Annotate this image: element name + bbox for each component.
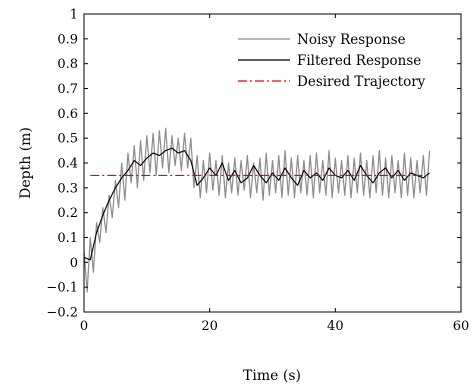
y-tick-label: −0.1 <box>46 281 78 296</box>
y-tick-label: 0.6 <box>57 107 78 122</box>
x-tick-label: 60 <box>453 319 470 334</box>
legend-label-0: Noisy Response <box>297 32 406 48</box>
y-axis-label: Depth (m) <box>18 127 34 199</box>
legend-label-1: Filtered Response <box>297 53 421 69</box>
x-axis-label: Time (s) <box>243 368 301 384</box>
series-layer <box>84 127 431 293</box>
x-tick-label: 20 <box>201 319 218 334</box>
y-tick-label: 1 <box>70 8 78 23</box>
y-tick-label: 0.7 <box>57 82 78 97</box>
y-tick-label: −0.2 <box>46 306 78 321</box>
y-tick-label: 0.2 <box>57 206 78 221</box>
y-tick-label: 0.4 <box>57 157 78 172</box>
x-tick-label: 40 <box>327 319 344 334</box>
ticks-layer: 0 20 40 60 −0.2 −0.1 0 0.1 0.2 0.3 0.4 0.5 0.6 0.7 0.8… <box>46 8 469 335</box>
y-tick-label: 0 <box>70 256 78 271</box>
y-tick-label: 0.3 <box>57 181 78 196</box>
y-tick-label: 0.8 <box>57 57 78 72</box>
y-tick-label: 0.1 <box>57 231 78 246</box>
legend: Noisy Response Filtered Response Desired T… <box>238 32 426 90</box>
y-tick-label: 0.5 <box>57 132 78 147</box>
x-tick-label: 0 <box>80 319 88 334</box>
y-tick-label: 0.9 <box>57 32 78 47</box>
series-line-1 <box>84 147 430 261</box>
legend-label-2: Desired Trajectory <box>297 74 426 90</box>
series-line-0 <box>84 127 431 293</box>
